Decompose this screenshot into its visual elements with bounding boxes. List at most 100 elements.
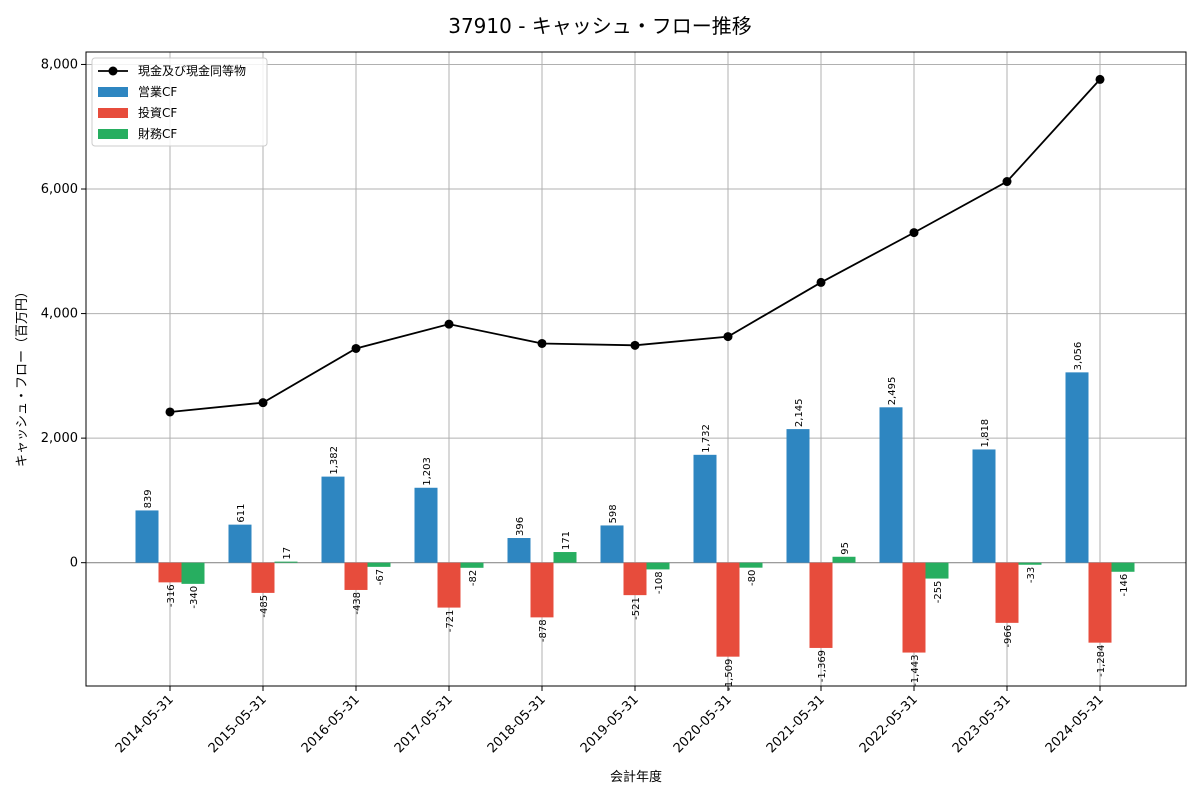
bar-value-label: -146 (1119, 574, 1130, 597)
bar (716, 562, 740, 657)
bar (600, 525, 624, 563)
bar (693, 454, 717, 563)
x-tick-label: 2023-05-31 (950, 692, 1014, 756)
bar-value-label: -1,369 (817, 650, 828, 682)
bar (1065, 372, 1089, 563)
x-tick-label: 2017-05-31 (392, 692, 456, 756)
bar-value-label: 1,732 (701, 424, 712, 453)
bar-value-label: 1,382 (329, 446, 340, 475)
bar (623, 562, 647, 596)
x-tick-label: 2016-05-31 (299, 692, 363, 756)
bar (1088, 562, 1112, 643)
bar-value-label: 95 (840, 542, 851, 555)
bar (1018, 562, 1042, 565)
bar (902, 562, 926, 653)
bar-value-label: 2,495 (887, 377, 898, 406)
bar (646, 562, 670, 570)
legend-label: 現金及び現金同等物 (138, 63, 246, 78)
bar (925, 562, 949, 579)
cash-point (630, 340, 640, 350)
bar-value-label: 171 (561, 531, 572, 550)
cash-point (909, 228, 919, 238)
bar-value-label: -82 (468, 570, 479, 586)
bar (135, 510, 159, 563)
bar (972, 449, 996, 563)
legend-box (91, 57, 268, 147)
bar-value-label: -33 (1026, 567, 1037, 583)
bar-value-label: 3,056 (1073, 342, 1084, 371)
cash-point (258, 398, 268, 408)
legend-marker (108, 66, 118, 76)
bar (367, 562, 391, 567)
bar-value-label: -485 (259, 595, 270, 618)
cash-line-layer (165, 74, 1105, 417)
bar (274, 561, 298, 563)
x-axis-label: 会計年度 (610, 769, 662, 785)
bar (530, 562, 554, 618)
bar (507, 538, 531, 563)
plot-frame (85, 51, 1187, 687)
x-tick-label: 2015-05-31 (206, 692, 270, 756)
bar-value-label: -340 (189, 586, 200, 609)
bar-value-label: 1,818 (980, 419, 991, 448)
x-tick-label: 2021-05-31 (764, 692, 828, 756)
legend-swatch (98, 87, 128, 97)
x-tick-label: 2019-05-31 (578, 692, 642, 756)
bar-value-label: -108 (654, 571, 665, 594)
bar (879, 407, 903, 563)
bar (321, 476, 345, 563)
bar-value-label: -255 (933, 581, 944, 604)
bar (1111, 562, 1135, 572)
x-tick-label: 2014-05-31 (113, 692, 177, 756)
legend-label: 財務CF (138, 126, 177, 141)
cash-point (165, 407, 175, 417)
legend-swatch (98, 129, 128, 139)
bar-value-label: 1,203 (422, 457, 433, 486)
bar-value-label: 611 (236, 504, 247, 523)
y-tick-label: 8,000 (41, 57, 78, 72)
bar-value-label: 17 (282, 547, 293, 560)
cash-point (816, 277, 826, 287)
legend-swatch (98, 108, 128, 118)
bar-value-label: -316 (166, 584, 177, 607)
bar-value-label: -721 (445, 610, 456, 633)
cash-point (1095, 74, 1105, 84)
bar (832, 556, 856, 563)
bar-value-label: -67 (375, 569, 386, 585)
x-tick-label: 2022-05-31 (857, 692, 921, 756)
bar (460, 562, 484, 568)
bar (344, 562, 368, 590)
cash-point (537, 338, 547, 348)
cash-point (1002, 177, 1012, 187)
bar-value-label: -1,443 (910, 655, 921, 687)
bar (437, 562, 461, 608)
bar (251, 562, 275, 593)
cash-point (723, 332, 733, 342)
legend-label: 投資CF (138, 105, 177, 120)
bar (414, 487, 438, 563)
bar-value-label: 839 (143, 489, 154, 508)
bar (553, 552, 577, 563)
bar-value-label: -1,509 (724, 659, 735, 691)
y-tick-label: 2,000 (41, 431, 78, 446)
bar (228, 524, 252, 563)
bar-value-label: -878 (538, 619, 549, 642)
y-tick-label: 0 (70, 556, 78, 571)
bar (786, 429, 810, 563)
bar-value-label: 598 (608, 504, 619, 523)
bar-value-label: -438 (352, 592, 363, 615)
bar-value-label: -1,284 (1096, 645, 1107, 677)
chart-title: 37910 - キャッシュ・フロー推移 (448, 14, 752, 38)
bar (809, 562, 833, 648)
bar-value-label: 2,145 (794, 398, 805, 427)
bar (158, 562, 182, 583)
bar-labels-layer: 839 611 1,382 1,203 396 598 1,732 2,145 2,495 1,8… (143, 342, 1130, 691)
bar (739, 562, 763, 568)
x-tick-label: 2018-05-31 (485, 692, 549, 756)
cash-point (351, 343, 361, 353)
x-tick-label: 2024-05-31 (1043, 692, 1107, 756)
bar (181, 562, 205, 584)
bar-value-label: 396 (515, 517, 526, 536)
